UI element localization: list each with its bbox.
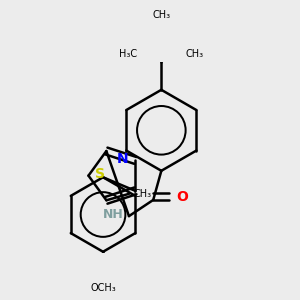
Text: N: N [117, 152, 129, 166]
Text: NH: NH [103, 208, 124, 221]
Text: CH₃: CH₃ [186, 49, 204, 59]
Text: CH₃: CH₃ [152, 10, 170, 20]
Text: O: O [176, 190, 188, 204]
Text: S: S [95, 167, 105, 181]
Text: CH₃: CH₃ [134, 189, 152, 199]
Text: H₃C: H₃C [119, 49, 137, 59]
Text: OCH₃: OCH₃ [90, 283, 116, 292]
